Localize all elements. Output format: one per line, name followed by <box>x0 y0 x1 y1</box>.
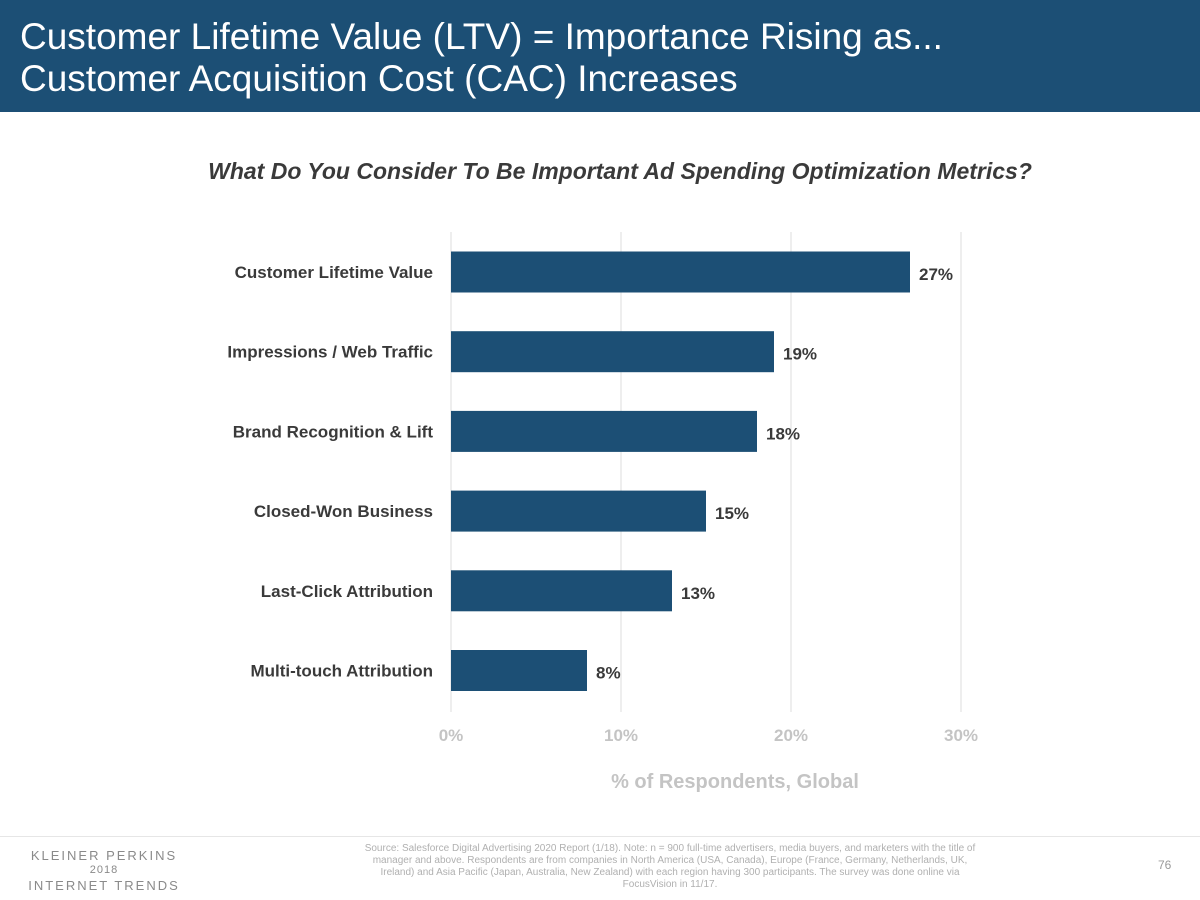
category-label: Multi-touch Attribution <box>250 662 433 681</box>
footer-divider <box>0 836 1200 837</box>
bar <box>451 490 706 532</box>
data-label: 15% <box>715 504 749 523</box>
x-axis-label: % of Respondents, Global <box>611 771 859 793</box>
chart-title: What Do You Consider To Be Important Ad … <box>208 158 1032 184</box>
kleiner-perkins-logo: KLEINER PERKINS 2018 INTERNET TRENDS <box>14 848 194 893</box>
x-tick-label: 10% <box>604 726 638 745</box>
data-label: 19% <box>783 345 817 364</box>
data-label: 27% <box>919 265 953 284</box>
category-label: Customer Lifetime Value <box>235 263 433 282</box>
x-tick-label: 30% <box>944 726 978 745</box>
slide-title-line2: Customer Acquisition Cost (CAC) Increase… <box>20 58 738 99</box>
bar <box>451 251 910 293</box>
title-banner: Customer Lifetime Value (LTV) = Importan… <box>0 0 1200 112</box>
category-label: Brand Recognition & Lift <box>233 422 434 441</box>
category-label: Closed-Won Business <box>254 502 433 521</box>
bar <box>451 331 774 373</box>
category-label: Last-Click Attribution <box>261 582 433 601</box>
data-label: 8% <box>596 664 621 683</box>
bar <box>451 570 672 612</box>
logo-line1: KLEINER PERKINS <box>30 848 178 863</box>
bar <box>451 410 757 452</box>
logo-line3: INTERNET TRENDS <box>28 878 180 893</box>
data-label: 13% <box>681 584 715 603</box>
bar <box>451 650 587 691</box>
source-note: Source: Salesforce Digital Advertising 2… <box>364 843 976 890</box>
x-tick-label: 20% <box>774 726 808 745</box>
category-label: Impressions / Web Traffic <box>227 343 433 362</box>
slide-title-line1: Customer Lifetime Value (LTV) = Importan… <box>20 16 943 57</box>
x-tick-label: 0% <box>439 726 464 745</box>
logo-year: 2018 <box>89 864 119 876</box>
data-label: 18% <box>766 424 800 443</box>
bar-chart: 0% 10% 20% 30% Customer Lifetime Value 27% Imp… <box>227 232 978 793</box>
page-number: 76 <box>1158 858 1172 872</box>
